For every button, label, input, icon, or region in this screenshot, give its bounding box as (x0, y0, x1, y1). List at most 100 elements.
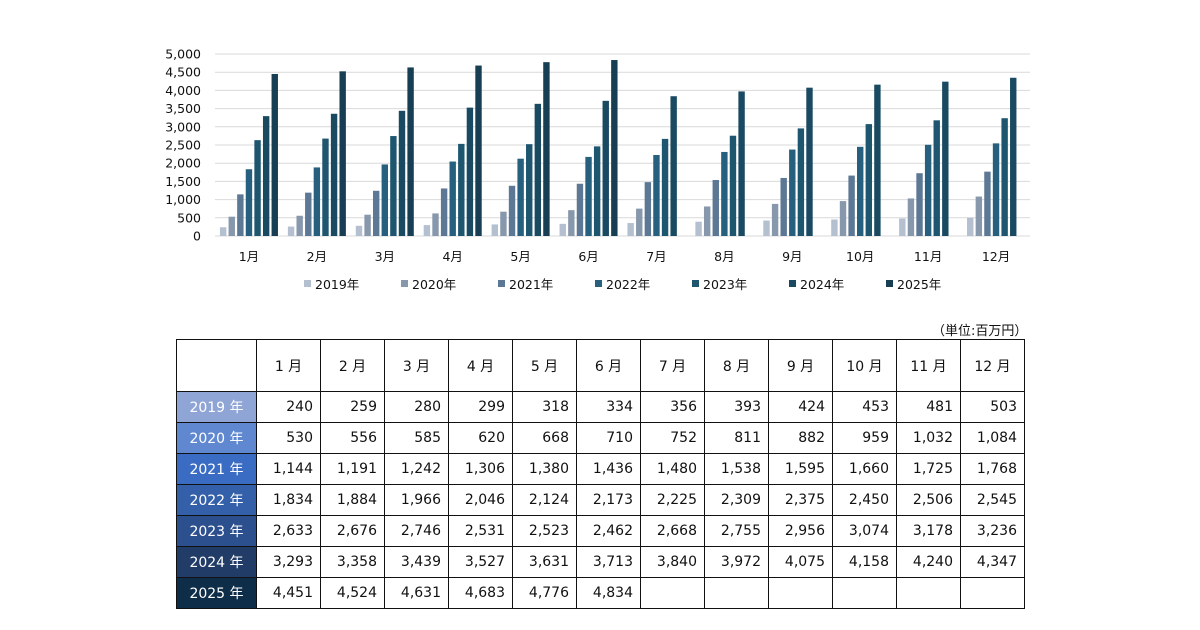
table-cell: 4,075 (768, 546, 833, 578)
table-cell: 3,713 (576, 546, 641, 578)
bar (670, 96, 677, 236)
table-cell: 3,631 (512, 546, 577, 578)
x-tick-label: 11月 (914, 249, 942, 264)
table-cell (832, 577, 897, 609)
table-cell: 3,439 (384, 546, 449, 578)
bar (738, 91, 745, 236)
y-tick-label: 4,000 (165, 83, 201, 98)
legend-label: 2022年 (606, 277, 650, 292)
bar (916, 173, 923, 236)
bar (865, 124, 873, 236)
legend-swatch (886, 280, 893, 287)
bar (1001, 118, 1008, 236)
bar (322, 138, 329, 236)
table-cell: 710 (576, 422, 641, 454)
column-header: 5 月 (512, 339, 577, 392)
legend-swatch (595, 280, 602, 287)
bar (543, 62, 550, 237)
y-tick-label: 4,500 (165, 65, 201, 80)
bar (458, 143, 465, 236)
table-row: 2025 年 4,451 4,524 4,631 4,683 4,776 4,834 (176, 577, 1025, 609)
table-cell: 2,225 (640, 484, 705, 516)
bar (305, 192, 312, 236)
table-cell: 1,966 (384, 484, 449, 516)
table-cell: 4,524 (320, 577, 385, 609)
table-cell: 2,309 (704, 484, 769, 516)
bar (848, 175, 855, 236)
bar (475, 65, 482, 236)
table-row: 2024 年 3,293 3,358 3,439 3,527 3,631 3,713 3,84… (176, 546, 1025, 578)
bar (653, 155, 660, 236)
table-cell: 1,480 (640, 453, 705, 485)
table-row: 2021 年 1,144 1,191 1,242 1,306 1,380 1,436 1,48… (176, 453, 1025, 485)
table-cell (896, 577, 961, 609)
table-cell: 1,380 (512, 453, 577, 485)
bar (729, 135, 737, 236)
legend-swatch (789, 280, 796, 287)
legend-swatch (304, 280, 311, 287)
table-cell: 318 (512, 391, 577, 423)
table-row: 2019 年 240 259 280 299 318 334 356 393 424 453 481 5… (176, 391, 1025, 423)
y-tick-label: 0 (193, 229, 201, 244)
x-tick-label: 1月 (239, 249, 259, 264)
bar (390, 136, 397, 236)
table-cell: 620 (448, 422, 513, 454)
bar (330, 113, 338, 236)
table-cell: 2,956 (768, 515, 833, 547)
bar (806, 87, 813, 236)
bar (407, 67, 414, 236)
table-cell: 4,240 (896, 546, 961, 578)
bar (1010, 77, 1017, 236)
table-cell: 1,242 (384, 453, 449, 485)
legend-swatch (498, 280, 505, 287)
bar (984, 171, 991, 236)
legend-label: 2020年 (412, 277, 456, 292)
table-cell: 4,834 (576, 577, 641, 609)
table-cell: 1,436 (576, 453, 641, 485)
legend-label: 2021年 (509, 277, 553, 292)
table-cell: 1,306 (448, 453, 513, 485)
bar (313, 167, 321, 236)
table-cell: 2,746 (384, 515, 449, 547)
column-header: 12 月 (960, 339, 1025, 392)
y-tick-label: 1,000 (165, 192, 201, 207)
bar (695, 221, 702, 236)
bar (262, 116, 270, 236)
y-tick-label: 3,000 (165, 119, 201, 134)
bar-chart: 0 500 1,000 1,500 2,000 2,500 3,000 3,500 4,000 4… (165, 47, 1030, 292)
bar (933, 120, 940, 236)
y-tick-label: 5,000 (165, 47, 201, 62)
table-cell: 1,595 (768, 453, 833, 485)
bar (449, 161, 456, 236)
x-tick-label: 2月 (307, 249, 327, 264)
bar (636, 208, 643, 236)
table-cell: 503 (960, 391, 1025, 423)
table-cell: 959 (832, 422, 897, 454)
bar (942, 81, 949, 236)
table-body: 2019 年 240 259 280 299 318 334 356 393 424 453 481 5… (176, 391, 1025, 609)
bar (780, 177, 787, 236)
table-cell: 1,834 (256, 484, 321, 516)
bar (585, 156, 592, 236)
table-cell: 3,358 (320, 546, 385, 578)
table-cell: 334 (576, 391, 641, 423)
bar (789, 149, 796, 236)
bar (508, 185, 516, 236)
table-cell: 481 (896, 391, 961, 423)
bar (237, 194, 244, 236)
table-cell: 1,032 (896, 422, 961, 454)
bar (839, 201, 847, 236)
bar (924, 144, 932, 236)
table-cell: 585 (384, 422, 449, 454)
table-row: 2020 年 530 556 585 620 668 710 752 811 882 959 1,03… (176, 422, 1025, 454)
table-row: 2022 年 1,834 1,884 1,966 2,046 2,124 2,173 2,22… (176, 484, 1025, 516)
bar (287, 226, 295, 236)
bar (907, 198, 915, 236)
bar (857, 146, 864, 236)
y-tick-label: 2,500 (165, 138, 201, 153)
column-header: 7 月 (640, 339, 705, 392)
bar (593, 146, 601, 236)
x-tick-label: 3月 (375, 249, 395, 264)
